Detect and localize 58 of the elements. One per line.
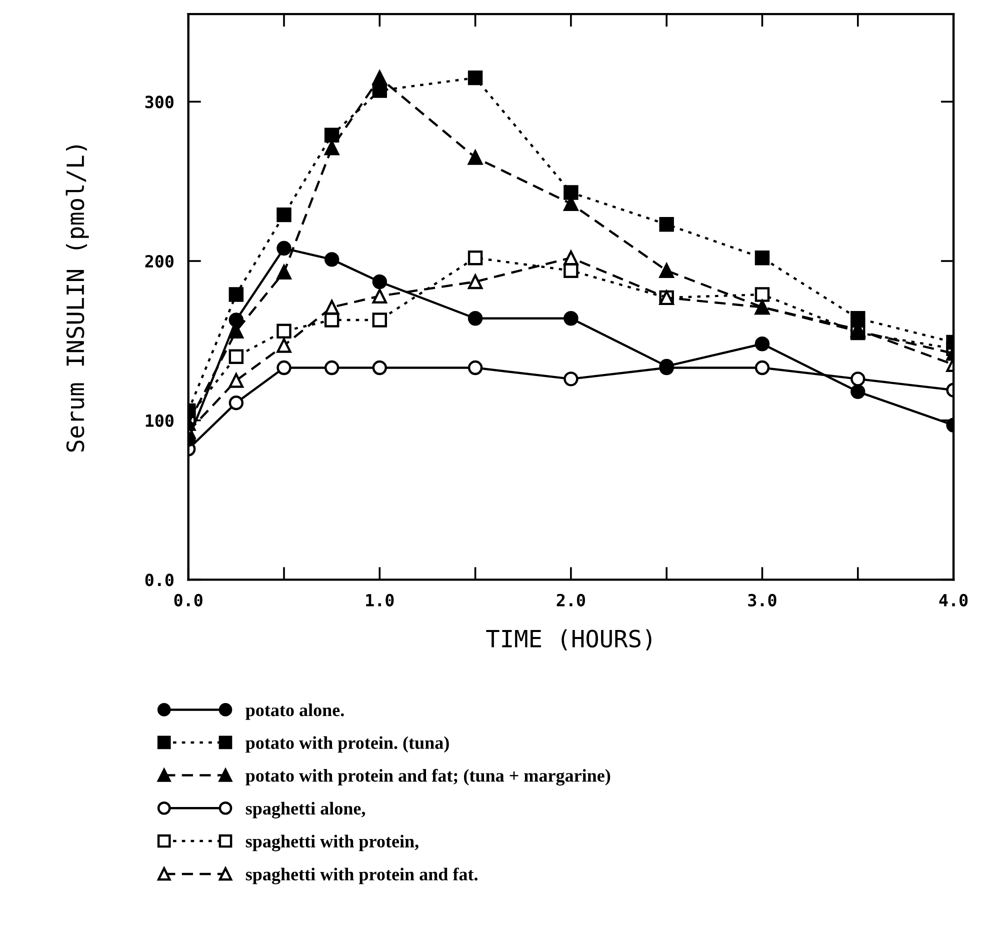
- point: [276, 264, 292, 280]
- point: [468, 360, 483, 376]
- point: [754, 287, 770, 302]
- y-tick-label: 0.0: [145, 574, 174, 586]
- point: [228, 395, 244, 410]
- point: [276, 240, 292, 256]
- point: [468, 70, 483, 86]
- point: [324, 252, 340, 267]
- point: [564, 263, 578, 278]
- point: [372, 288, 388, 304]
- point: [324, 140, 340, 156]
- legend-label: potato with protein and fat; (tuna + margarine): [246, 768, 610, 786]
- x-tick-label: 2.0: [556, 594, 585, 606]
- y-tick-label: 100: [146, 414, 174, 427]
- point: [372, 312, 388, 328]
- x-axis-title: TIME (HOURS): [486, 629, 652, 650]
- point: [850, 372, 866, 386]
- point: [276, 360, 292, 376]
- point: [324, 128, 340, 143]
- legend-label: potato alone.: [246, 704, 344, 720]
- x-tick-label: 0.0: [174, 594, 202, 606]
- point: [276, 338, 292, 353]
- legend-label: spaghetti alone,: [246, 802, 366, 818]
- legend-label: spaghetti with protein,: [246, 834, 418, 852]
- point: [468, 250, 483, 266]
- point: [564, 185, 578, 200]
- point: [228, 349, 244, 364]
- point: [276, 324, 292, 338]
- point: [850, 311, 866, 326]
- point: [564, 311, 578, 326]
- point: [659, 217, 674, 232]
- point: [564, 372, 578, 386]
- legend-label: potato with protein. (tuna): [246, 736, 449, 753]
- y-tick-label: 200: [145, 254, 174, 268]
- point: [754, 360, 770, 376]
- y-axis-title: Serum INSULIN (pmol/L): [66, 145, 89, 452]
- point: [754, 336, 770, 352]
- point: [659, 263, 674, 278]
- point: [564, 250, 578, 266]
- point: [228, 312, 244, 328]
- point: [372, 360, 388, 376]
- x-tick-label: 1.0: [366, 594, 394, 606]
- point: [372, 274, 388, 290]
- x-tick-label: 4.0: [939, 594, 968, 606]
- x-tick-label: 3.0: [748, 594, 776, 606]
- point: [228, 287, 244, 302]
- point: [324, 360, 340, 376]
- point: [468, 311, 483, 326]
- point: [324, 300, 340, 315]
- point: [850, 384, 866, 400]
- legend-label: spaghetti with protein and fat.: [246, 868, 478, 884]
- point: [228, 373, 244, 388]
- point: [468, 274, 483, 290]
- point: [754, 250, 770, 266]
- point: [372, 70, 388, 86]
- point: [276, 207, 292, 222]
- point: [468, 150, 483, 165]
- y-tick-label: 300: [145, 96, 174, 108]
